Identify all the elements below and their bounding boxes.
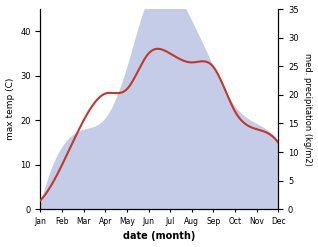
Y-axis label: max temp (C): max temp (C) [5,78,15,140]
Y-axis label: med. precipitation (kg/m2): med. precipitation (kg/m2) [303,53,313,165]
X-axis label: date (month): date (month) [123,231,196,242]
